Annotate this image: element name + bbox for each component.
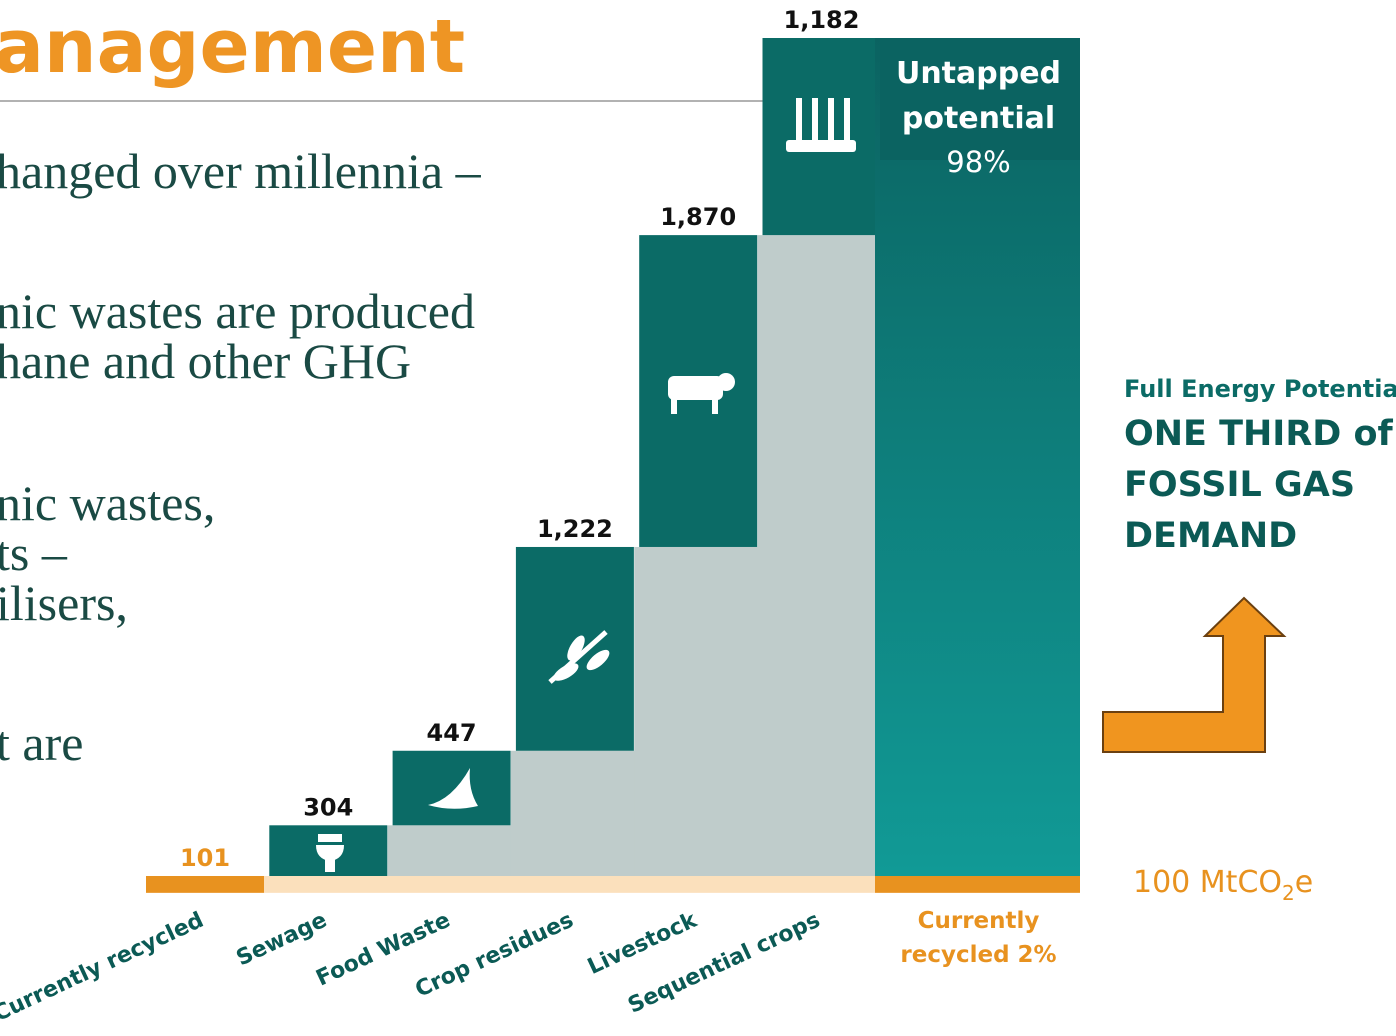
body-line: ts – [0, 525, 68, 581]
body-line: ilisers, [0, 575, 128, 631]
baseline-strip [264, 876, 875, 893]
body-line: t are [0, 715, 83, 771]
unit-part: 2 [1282, 881, 1295, 905]
arrow [1102, 596, 1287, 753]
body-line: hane and other GHG [0, 333, 411, 389]
data-label: 1,870 [660, 203, 736, 231]
recycled-label: Currently [918, 908, 1040, 934]
side-heading: Full Energy Potential: [1124, 375, 1396, 403]
side-line: FOSSIL GAS [1124, 465, 1355, 505]
cow-icon [668, 373, 735, 414]
body-line: nic wastes are produced [0, 283, 475, 339]
wheat-icon [786, 98, 856, 152]
data-label: 101 [180, 844, 230, 872]
slide-title: anagement [0, 4, 465, 90]
recycled-label: recycled 2% [900, 942, 1056, 968]
peel-icon [428, 768, 478, 809]
body-line: hanged over millennia – [0, 143, 482, 199]
data-label: 447 [427, 719, 477, 747]
x-tick-label: Currently recycled [0, 908, 208, 1027]
shadow [757, 235, 875, 876]
toilet-icon [316, 834, 344, 872]
unit-part: 100 MtCO [1133, 865, 1282, 900]
step-bar [392, 750, 511, 826]
total-bar [875, 38, 1080, 876]
data-label: 1,222 [537, 515, 613, 543]
total-label: potential [902, 101, 1055, 136]
total-value: 98% [946, 145, 1010, 179]
step-bar [762, 38, 881, 236]
body-line: nic wastes, [0, 475, 215, 531]
side-line: DEMAND [1124, 516, 1297, 556]
icons [316, 98, 856, 872]
leaf-icon [548, 630, 610, 684]
data-label: 304 [303, 793, 353, 821]
unit-part: e [1295, 865, 1313, 900]
data-label: 1,182 [784, 6, 860, 34]
x-tick-label: Sewage [233, 908, 331, 971]
total-recycled [875, 876, 1080, 893]
side-line: ONE THIRD of [1124, 414, 1394, 454]
total-label-box [880, 38, 1080, 160]
unit-label: 100 MtCO2e [1133, 865, 1313, 905]
recycled-bar [146, 876, 264, 893]
total-label: Untapped [896, 56, 1061, 91]
